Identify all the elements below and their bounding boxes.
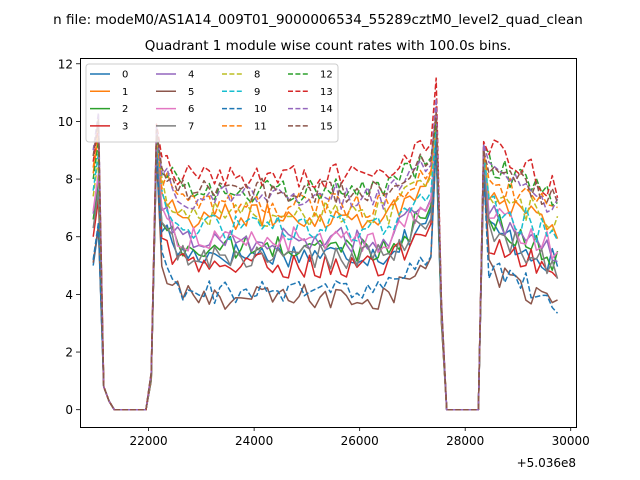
legend-label-0: 0 <box>122 70 128 81</box>
legend-box <box>85 63 339 143</box>
x-tick-label: 24000 <box>235 434 273 448</box>
legend-label-6: 6 <box>188 104 194 115</box>
figure-suptitle: n file: modeM0/AS1A14_009T01_9000006534_… <box>53 12 583 28</box>
legend-label-12: 12 <box>320 70 333 81</box>
series-layer <box>92 77 559 411</box>
legend-label-14: 14 <box>320 104 333 115</box>
plot-frame <box>80 58 577 428</box>
series-line-15 <box>92 112 559 411</box>
legend-label-8: 8 <box>254 70 260 81</box>
y-tick-label: 2 <box>65 346 73 360</box>
series-line-11 <box>92 106 558 411</box>
legend-label-15: 15 <box>320 122 333 133</box>
y-tick-label: 10 <box>58 115 73 129</box>
legend-label-13: 13 <box>320 87 333 98</box>
chart-title: Quadrant 1 module wise count rates with … <box>145 38 511 54</box>
legend-label-9: 9 <box>254 87 260 98</box>
x-axis: 22000 24000 26000 28000 30000 <box>130 427 590 448</box>
legend-label-4: 4 <box>188 70 194 81</box>
legend-label-7: 7 <box>188 122 194 133</box>
legend-label-2: 2 <box>122 104 128 115</box>
legend-label-1: 1 <box>122 87 128 98</box>
x-tick-label: 26000 <box>341 434 379 448</box>
y-tick-label: 6 <box>65 230 73 244</box>
legend-label-10: 10 <box>254 104 267 115</box>
legend-label-11: 11 <box>254 122 267 133</box>
y-tick-label: 0 <box>65 403 73 417</box>
x-tick-label: 28000 <box>446 434 484 448</box>
x-tick-label: 30000 <box>552 434 590 448</box>
y-axis: 0 2 4 6 8 10 12 <box>58 57 80 417</box>
y-tick-label: 4 <box>65 288 73 302</box>
y-tick-label: 12 <box>58 57 73 71</box>
y-tick-label: 8 <box>65 173 73 187</box>
legend-label-5: 5 <box>188 87 194 98</box>
legend-label-3: 3 <box>122 122 128 133</box>
x-offset-label: +5.036e8 <box>517 456 576 470</box>
x-tick-label: 22000 <box>130 434 168 448</box>
